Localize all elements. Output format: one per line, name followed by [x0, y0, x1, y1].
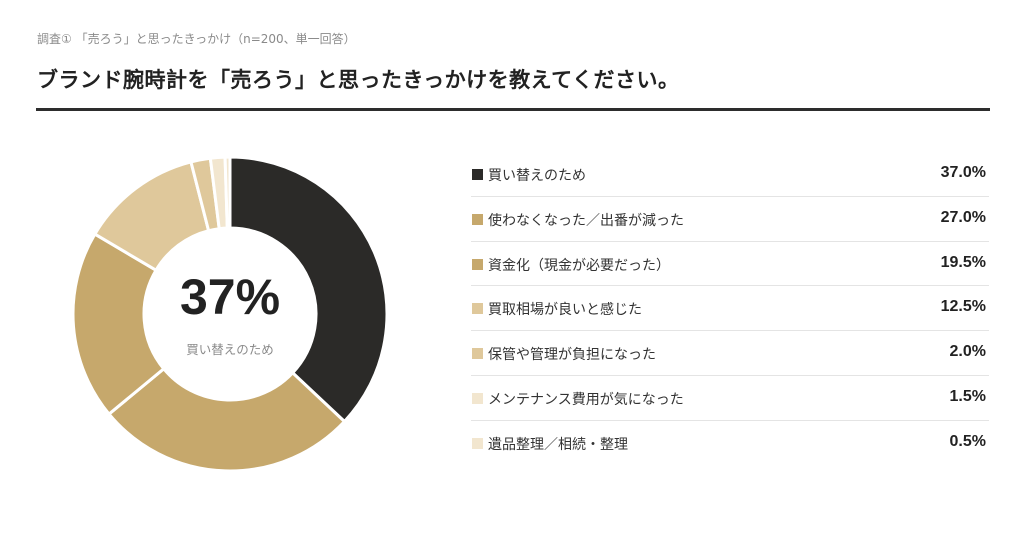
chart-legend: 買い替えのため 37.0% 使わなくなった／出番が減った 27.0% 資金化（現… — [471, 152, 989, 466]
legend-swatch — [472, 258, 483, 270]
legend-item: 遺品整理／相続・整理 0.5% — [471, 421, 989, 466]
donut-slice — [228, 156, 388, 424]
legend-value: 2.0% — [949, 343, 986, 361]
legend-swatch — [472, 303, 483, 315]
legend-swatch — [472, 437, 483, 449]
legend-label: 買取相場が良いと感じた — [488, 302, 642, 319]
legend-value: 27.0% — [940, 208, 986, 226]
legend-label: 買い替えのため — [488, 168, 586, 184]
legend-item: 買い替えのため 37.0% — [471, 152, 989, 197]
legend-value: 12.5% — [940, 298, 986, 316]
title-divider — [36, 108, 990, 111]
donut-center-label: 買い替えのため — [186, 342, 274, 357]
legend-item: 保管や管理が負担になった 2.0% — [471, 331, 989, 376]
legend-swatch — [472, 213, 483, 225]
legend-label: 使わなくなった／出番が減った — [488, 212, 684, 229]
survey-label: 調査① 「売ろう」と思ったきっかけ（n=200、単一回答） — [37, 32, 356, 46]
donut-slices — [72, 156, 388, 472]
legend-value: 1.5% — [949, 387, 986, 405]
legend-label: 資金化（現金が必要だった） — [488, 257, 670, 274]
legend-value: 37.0% — [940, 164, 986, 181]
page-title: ブランド腕時計を「売ろう」と思ったきっかけを教えてください。 — [37, 68, 680, 92]
legend-swatch — [472, 392, 483, 404]
donut-chart: 37% 買い替えのため — [72, 156, 388, 472]
donut-slice — [223, 156, 232, 230]
legend-item: 資金化（現金が必要だった） 19.5% — [471, 242, 989, 287]
donut-center-value: 37% — [180, 269, 280, 325]
donut-slice — [106, 366, 347, 472]
donut-slice — [72, 232, 166, 417]
legend-item: 買取相場が良いと感じた 12.5% — [471, 286, 989, 332]
legend-swatch — [472, 348, 483, 360]
legend-swatch — [472, 169, 483, 180]
legend-item: メンテナンス費用が気になった 1.5% — [471, 376, 989, 421]
legend-item: 使わなくなった／出番が減った 27.0% — [471, 197, 989, 242]
legend-value: 0.5% — [949, 432, 986, 450]
legend-value: 19.5% — [940, 253, 986, 271]
legend-label: メンテナンス費用が気になった — [488, 391, 684, 408]
legend-label: 遺品整理／相続・整理 — [488, 436, 628, 453]
donut-svg: 37% 買い替えのため — [72, 156, 388, 472]
legend-label: 保管や管理が負担になった — [488, 347, 656, 364]
